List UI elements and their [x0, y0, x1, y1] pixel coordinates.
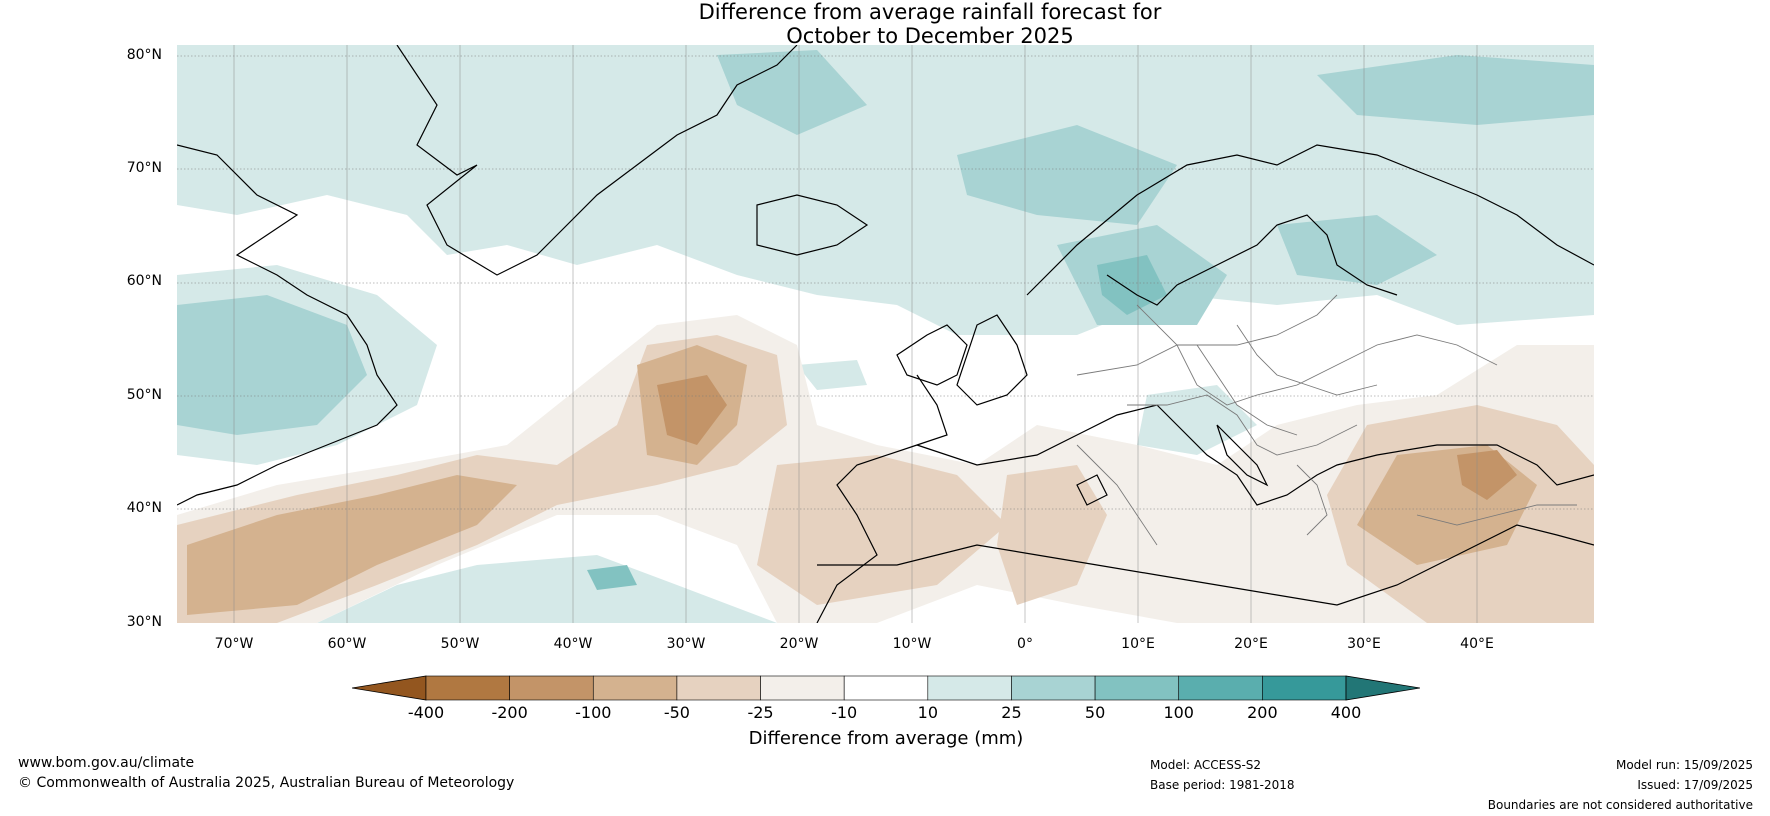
colorbar-tick-label: -50 — [663, 703, 690, 722]
gridlines — [177, 55, 1594, 510]
colorbar-svg — [351, 675, 1421, 701]
map-svg — [177, 45, 1594, 623]
footer-model: Model: ACCESS-S2 — [1150, 758, 1262, 772]
colorbar-label: Difference from average (mm) — [748, 728, 1024, 749]
colorbar-segment — [1011, 675, 1096, 701]
colorbar-tick-label: 25 — [1001, 703, 1022, 722]
lon-label-40e: 40°E — [1460, 636, 1494, 652]
map-area — [177, 45, 1594, 623]
footer-base-period: Base period: 1981-2018 — [1150, 778, 1295, 792]
colorbar-tick-label: 200 — [1247, 703, 1278, 722]
footer-copyright: © Commonwealth of Australia 2025, Austra… — [18, 775, 515, 791]
colorbar-tick-label: 100 — [1163, 703, 1194, 722]
colorbar-tick-label: -200 — [491, 703, 528, 722]
lon-label-20e: 20°E — [1234, 636, 1268, 652]
colorbar-segment — [1262, 675, 1347, 701]
lat-label-60n: 60°N — [126, 273, 162, 289]
footer-model-run: Model run: 15/09/2025 — [1615, 758, 1753, 772]
meridians — [233, 45, 1478, 623]
lon-label-50w: 50°W — [440, 636, 480, 652]
borders — [1076, 294, 1577, 546]
colorbar-segment — [760, 675, 845, 701]
dry-regions — [177, 315, 1594, 623]
title-line-1: Difference from average rainfall forecas… — [698, 0, 1162, 24]
lon-label-20w: 20°W — [779, 636, 819, 652]
lon-label-0: 0° — [1017, 636, 1033, 652]
colorbar — [351, 668, 1421, 708]
colorbar-extend-low — [351, 675, 427, 701]
lon-label-60w: 60°W — [327, 636, 367, 652]
colorbar-segment — [843, 675, 929, 701]
colorbar-tick-label: 400 — [1330, 703, 1362, 722]
colorbar-tick-label: 10 — [917, 703, 938, 722]
map-title: Difference from average rainfall forecas… — [0, 0, 1770, 48]
colorbar-segment — [927, 675, 1012, 701]
wet-regions — [177, 45, 1594, 623]
lon-label-30w: 30°W — [666, 636, 706, 652]
lat-label-70n: 70°N — [126, 160, 162, 176]
lon-label-70w: 70°W — [214, 636, 254, 652]
colorbar-extend-high — [1345, 675, 1421, 701]
footer-website: www.bom.gov.au/climate — [18, 755, 195, 771]
lat-label-30n: 30°N — [126, 614, 162, 630]
colorbar-tick-label: -100 — [575, 703, 612, 722]
footer-issued: Issued: 17/09/2025 — [1637, 778, 1753, 792]
lon-label-30e: 30°E — [1347, 636, 1381, 652]
colorbar-tick-label: 50 — [1084, 703, 1106, 722]
lon-label-10w: 10°W — [892, 636, 932, 652]
lon-label-10e: 10°E — [1121, 636, 1155, 652]
coastlines — [177, 45, 1594, 623]
colorbar-segment — [676, 675, 761, 701]
colorbar-tick-label: -400 — [407, 703, 445, 722]
colorbar-segment — [509, 675, 594, 701]
lat-label-50n: 50°N — [126, 387, 162, 403]
colorbar-segment — [1094, 675, 1180, 701]
colorbar-segment — [1178, 675, 1263, 701]
lon-label-40w: 40°W — [553, 636, 593, 652]
lat-label-40n: 40°N — [126, 500, 162, 516]
colorbar-segment — [592, 675, 678, 701]
colorbar-tick-label: -10 — [831, 703, 858, 722]
title-line-2: October to December 2025 — [786, 24, 1074, 48]
lat-label-80n: 80°N — [126, 47, 162, 63]
colorbar-tick-label: -25 — [747, 703, 774, 722]
colorbar-segment — [425, 675, 510, 701]
footer-disclaimer: Boundaries are not considered authoritat… — [1487, 798, 1753, 812]
